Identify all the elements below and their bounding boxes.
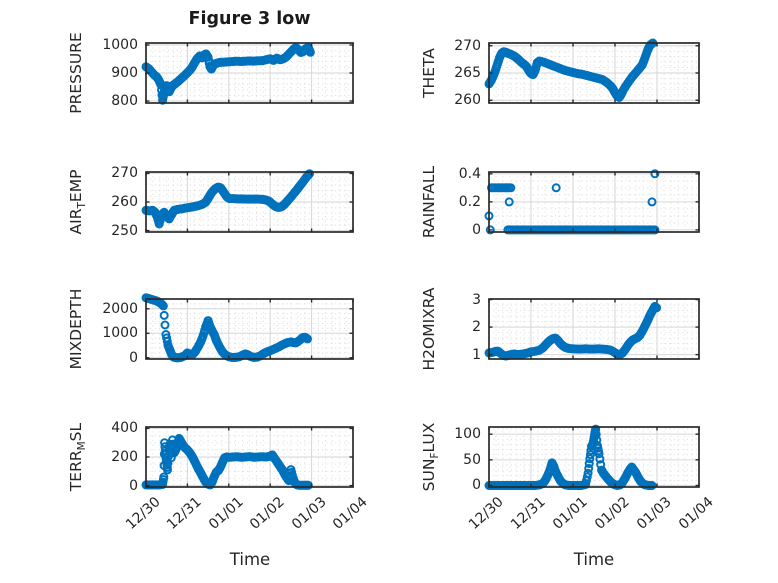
ylabel-text: THETA: [420, 48, 438, 98]
ytick-label-air-temp: 250: [111, 222, 138, 239]
ytick-label-sun-flux: 50: [463, 451, 481, 468]
axes-frame-rainfall: [488, 171, 700, 233]
xtick-label-sun-flux: 01/02: [592, 494, 633, 533]
ylabel-text: SL: [67, 422, 85, 442]
major-grid-rainfall: [489, 172, 699, 232]
ytick-label-h2omixra: 1: [472, 346, 481, 363]
axes-frame-mixdepth: [145, 298, 354, 360]
ytick-label-terr-msl: 0: [129, 477, 138, 494]
subplot-pressure: [141, 42, 354, 105]
minor-grid-mixdepth: [146, 299, 353, 359]
ytick-label-h2omixra: 3: [472, 291, 481, 308]
subplot-mixdepth: [141, 293, 354, 363]
figure-title: Figure 3 low: [188, 9, 311, 29]
ylabel-subscript: M: [76, 441, 88, 451]
ytick-label-air-temp: 270: [111, 165, 138, 182]
subplot-terr-msl: [141, 426, 354, 490]
xtick-label-sun-flux: 12/31: [508, 494, 549, 533]
ytick-label-sun-flux: 100: [454, 426, 481, 443]
axes-frame-air-temp: [145, 171, 354, 233]
ytick-label-sun-flux: 0: [472, 477, 481, 494]
subplot-air-temp: [141, 169, 354, 233]
data-series-h2omixra: [484, 301, 662, 361]
ytick-label-rainfall: 0: [472, 221, 481, 238]
ylabel-terr-msl: TERRMSL: [66, 357, 88, 557]
ylabel-subscript: F: [429, 452, 441, 459]
axes-frame-theta: [488, 42, 700, 104]
ytick-label-pressure: 800: [111, 93, 138, 110]
ytick-label-rainfall: 0.4: [458, 165, 481, 182]
axes-frame-sun-flux: [488, 426, 700, 488]
data-series-mixdepth: [141, 293, 312, 363]
data-series-sun-flux: [484, 424, 657, 490]
ytick-label-theta: 270: [454, 37, 481, 54]
ytick-label-pressure: 1000: [102, 36, 138, 53]
ytick-label-mixdepth: 1000: [102, 325, 138, 342]
ytick-label-h2omixra: 2: [472, 319, 481, 336]
data-series-pressure: [141, 43, 315, 105]
x-axis-label-right: Time: [573, 550, 615, 569]
xtick-label-sun-flux: 01/03: [634, 494, 675, 533]
xtick-label-sun-flux: 12/30: [466, 494, 507, 533]
data-series-air-temp: [141, 169, 314, 229]
ytick-label-mixdepth: 0: [129, 349, 138, 366]
xtick-label-terr-msl: 12/31: [164, 494, 206, 533]
axes-frame-h2omixra: [488, 298, 700, 360]
major-grid-pressure: [146, 43, 353, 103]
ytick-label-rainfall: 0.2: [458, 193, 481, 210]
ylabel-text: TERR: [67, 450, 85, 492]
ylabel-text: LUX: [420, 422, 438, 453]
minor-grid-terr-msl: [146, 427, 353, 487]
xtick-label-sun-flux: 01/01: [550, 494, 591, 533]
xtick-label-terr-msl: 01/01: [205, 494, 247, 533]
ylabel-subscript: T: [76, 202, 88, 209]
minor-grid-air-temp: [146, 172, 353, 232]
ylabel-text: EMP: [67, 169, 85, 203]
ytick-label-theta: 265: [454, 65, 481, 81]
subplot-theta: [484, 38, 700, 104]
ytick-label-theta: 260: [454, 92, 481, 109]
xtick-label-terr-msl: 12/30: [123, 494, 164, 533]
xtick-label-sun-flux: 01/04: [676, 494, 717, 533]
minor-grid-pressure: [146, 43, 353, 103]
ytick-label-terr-msl: 200: [111, 449, 138, 465]
ytick-label-pressure: 900: [111, 65, 138, 81]
xtick-label-terr-msl: 01/03: [288, 494, 330, 533]
ytick-label-mixdepth: 2000: [102, 300, 138, 317]
subplot-sun-flux: [484, 424, 700, 490]
ylabel-text: SUN: [420, 458, 438, 492]
ylabel-text: RAINFALL: [420, 165, 438, 239]
data-series-rainfall: [484, 169, 660, 235]
data-series-theta: [484, 38, 658, 102]
axes-frame-terr-msl: [145, 426, 354, 488]
data-series-terr-msl: [141, 433, 313, 490]
ylabel-sun-flux: SUNFLUX: [419, 357, 441, 557]
axes-frame-pressure: [145, 42, 354, 104]
xtick-label-terr-msl: 01/02: [247, 494, 288, 533]
subplot-rainfall: [484, 169, 700, 235]
ytick-label-terr-msl: 400: [111, 420, 138, 437]
xtick-label-terr-msl: 01/04: [330, 494, 371, 533]
x-axis-label-left: Time: [229, 550, 271, 569]
subplot-h2omixra: [484, 298, 700, 361]
ytick-label-air-temp: 260: [111, 194, 138, 210]
